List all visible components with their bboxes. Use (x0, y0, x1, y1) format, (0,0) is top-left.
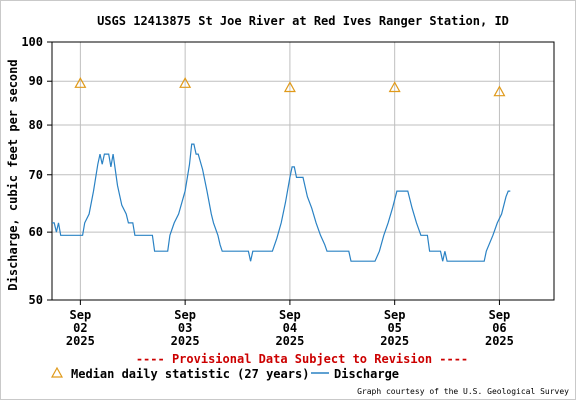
x-tick-label: 2025 (66, 334, 95, 348)
usgs-credit: Graph courtesy of the U.S. Geological Su… (357, 387, 569, 396)
discharge-series-line (52, 143, 511, 262)
x-tick-label: Sep (384, 308, 406, 322)
y-tick-label: 70 (29, 168, 43, 182)
legend: Median daily statistic (27 years) Discha… (50, 366, 399, 381)
legend-median-label: Median daily statistic (27 years) (71, 367, 309, 381)
y-tick-label: 90 (29, 74, 43, 88)
x-tick-label: 03 (178, 321, 192, 335)
x-tick-label: Sep (70, 308, 92, 322)
chart-title: USGS 12413875 St Joe River at Red Ives R… (97, 14, 509, 28)
legend-median-triangle-icon (50, 366, 64, 378)
x-tick-label: 2025 (275, 334, 304, 348)
x-tick-label: 04 (283, 321, 297, 335)
y-tick-label: 60 (29, 225, 43, 239)
y-tick-label: 100 (21, 35, 43, 49)
plot-area-border (51, 41, 555, 301)
y-tick-label: 80 (29, 118, 43, 132)
y-tick-label: 50 (29, 293, 43, 307)
x-tick-label: Sep (279, 308, 301, 322)
legend-discharge-label: Discharge (334, 367, 399, 381)
x-tick-label: 05 (387, 321, 401, 335)
median-point-marker (283, 81, 296, 93)
x-tick-label: 2025 (171, 334, 200, 348)
median-point-marker (388, 81, 401, 93)
grid-lines (52, 42, 554, 300)
x-axis-ticks: Sep022025Sep032025Sep042025Sep052025Sep0… (66, 300, 514, 348)
y-axis-ticks: 50 60 70 80 90 100 (21, 35, 52, 307)
x-tick-label: 02 (73, 321, 87, 335)
median-point-marker (493, 85, 506, 97)
median-markers (74, 77, 506, 97)
x-tick-label: 06 (492, 321, 506, 335)
x-tick-label: Sep (489, 308, 511, 322)
x-tick-label: 2025 (380, 334, 409, 348)
y-axis-label: Discharge, cubic feet per second (6, 59, 20, 290)
x-tick-label: Sep (174, 308, 196, 322)
median-point-marker (74, 77, 87, 88)
provisional-data-note: ---- Provisional Data Subject to Revisio… (136, 352, 468, 366)
median-point-marker (179, 77, 192, 88)
x-tick-label: 2025 (485, 334, 514, 348)
